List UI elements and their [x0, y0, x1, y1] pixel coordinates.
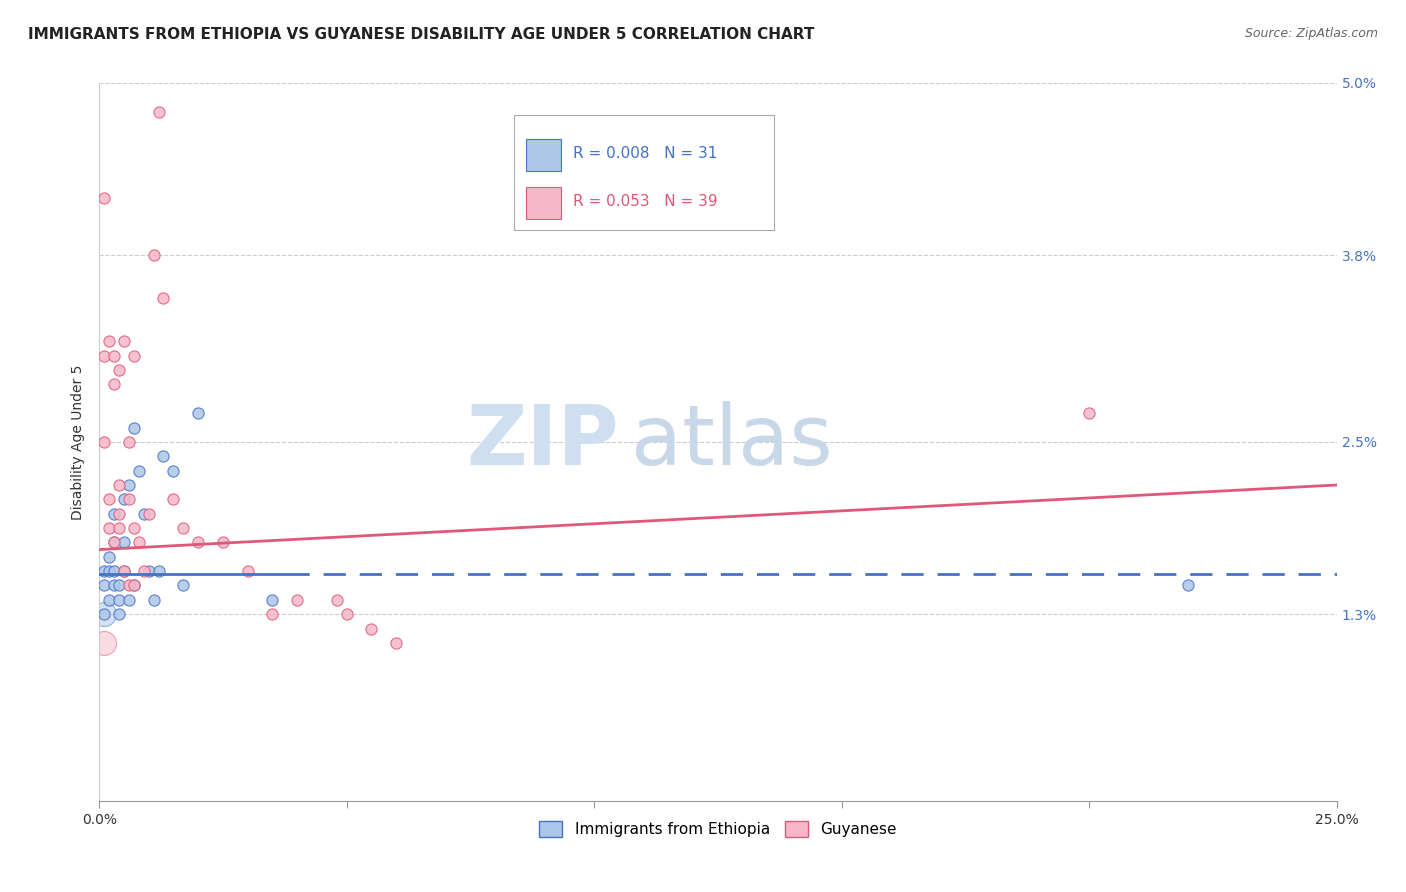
Point: [118, 478, 141, 492]
Point: [172, 578, 194, 592]
Point: [93, 636, 115, 650]
Point: [112, 535, 135, 549]
Point: [108, 521, 131, 535]
FancyBboxPatch shape: [513, 115, 773, 230]
Point: [98, 334, 121, 349]
Point: [142, 248, 165, 262]
Point: [152, 450, 174, 464]
Point: [326, 592, 349, 607]
Text: Source: ZipAtlas.com: Source: ZipAtlas.com: [1244, 27, 1378, 40]
Point: [93, 607, 115, 622]
Point: [93, 191, 115, 205]
Point: [152, 291, 174, 305]
Point: [98, 549, 121, 564]
Point: [1177, 578, 1199, 592]
Point: [93, 349, 115, 363]
Point: [128, 535, 150, 549]
Point: [98, 592, 121, 607]
Point: [112, 334, 135, 349]
Point: [112, 564, 135, 578]
Point: [122, 578, 145, 592]
Point: [236, 564, 259, 578]
Point: [148, 564, 170, 578]
Text: atlas: atlas: [631, 401, 834, 483]
Point: [103, 507, 125, 521]
Point: [128, 464, 150, 478]
Point: [108, 507, 131, 521]
Point: [93, 564, 115, 578]
Point: [103, 564, 125, 578]
Point: [93, 434, 115, 449]
Text: R = 0.053   N = 39: R = 0.053 N = 39: [574, 194, 718, 209]
Point: [108, 363, 131, 377]
Point: [98, 521, 121, 535]
Text: R = 0.008   N = 31: R = 0.008 N = 31: [574, 145, 717, 161]
Text: ZIP: ZIP: [467, 401, 619, 483]
Point: [262, 592, 284, 607]
Point: [118, 492, 141, 507]
Point: [162, 492, 184, 507]
Point: [112, 492, 135, 507]
Point: [138, 507, 160, 521]
Point: [142, 592, 165, 607]
Point: [98, 492, 121, 507]
Bar: [526, 139, 561, 171]
Point: [112, 564, 135, 578]
Point: [360, 622, 382, 636]
Point: [103, 578, 125, 592]
Point: [122, 578, 145, 592]
Point: [103, 377, 125, 392]
Point: [148, 104, 170, 119]
Point: [285, 592, 308, 607]
Point: [336, 607, 359, 622]
Point: [1078, 406, 1101, 420]
Point: [122, 420, 145, 434]
Point: [132, 564, 155, 578]
Point: [93, 607, 115, 622]
Y-axis label: Disability Age Under 5: Disability Age Under 5: [72, 364, 86, 520]
Point: [138, 564, 160, 578]
Point: [118, 592, 141, 607]
Point: [172, 521, 194, 535]
Point: [122, 349, 145, 363]
Point: [187, 406, 209, 420]
Point: [262, 607, 284, 622]
Point: [162, 464, 184, 478]
Point: [103, 349, 125, 363]
Point: [93, 578, 115, 592]
Text: IMMIGRANTS FROM ETHIOPIA VS GUYANESE DISABILITY AGE UNDER 5 CORRELATION CHART: IMMIGRANTS FROM ETHIOPIA VS GUYANESE DIS…: [28, 27, 814, 42]
Point: [122, 521, 145, 535]
Point: [98, 564, 121, 578]
Point: [103, 535, 125, 549]
Legend: Immigrants from Ethiopia, Guyanese: Immigrants from Ethiopia, Guyanese: [533, 815, 903, 844]
Bar: [526, 187, 561, 219]
Point: [108, 592, 131, 607]
Point: [108, 478, 131, 492]
Point: [118, 434, 141, 449]
Point: [132, 507, 155, 521]
Point: [212, 535, 235, 549]
Point: [108, 607, 131, 622]
Point: [108, 578, 131, 592]
Point: [385, 636, 408, 650]
Point: [187, 535, 209, 549]
Point: [103, 535, 125, 549]
Point: [118, 578, 141, 592]
